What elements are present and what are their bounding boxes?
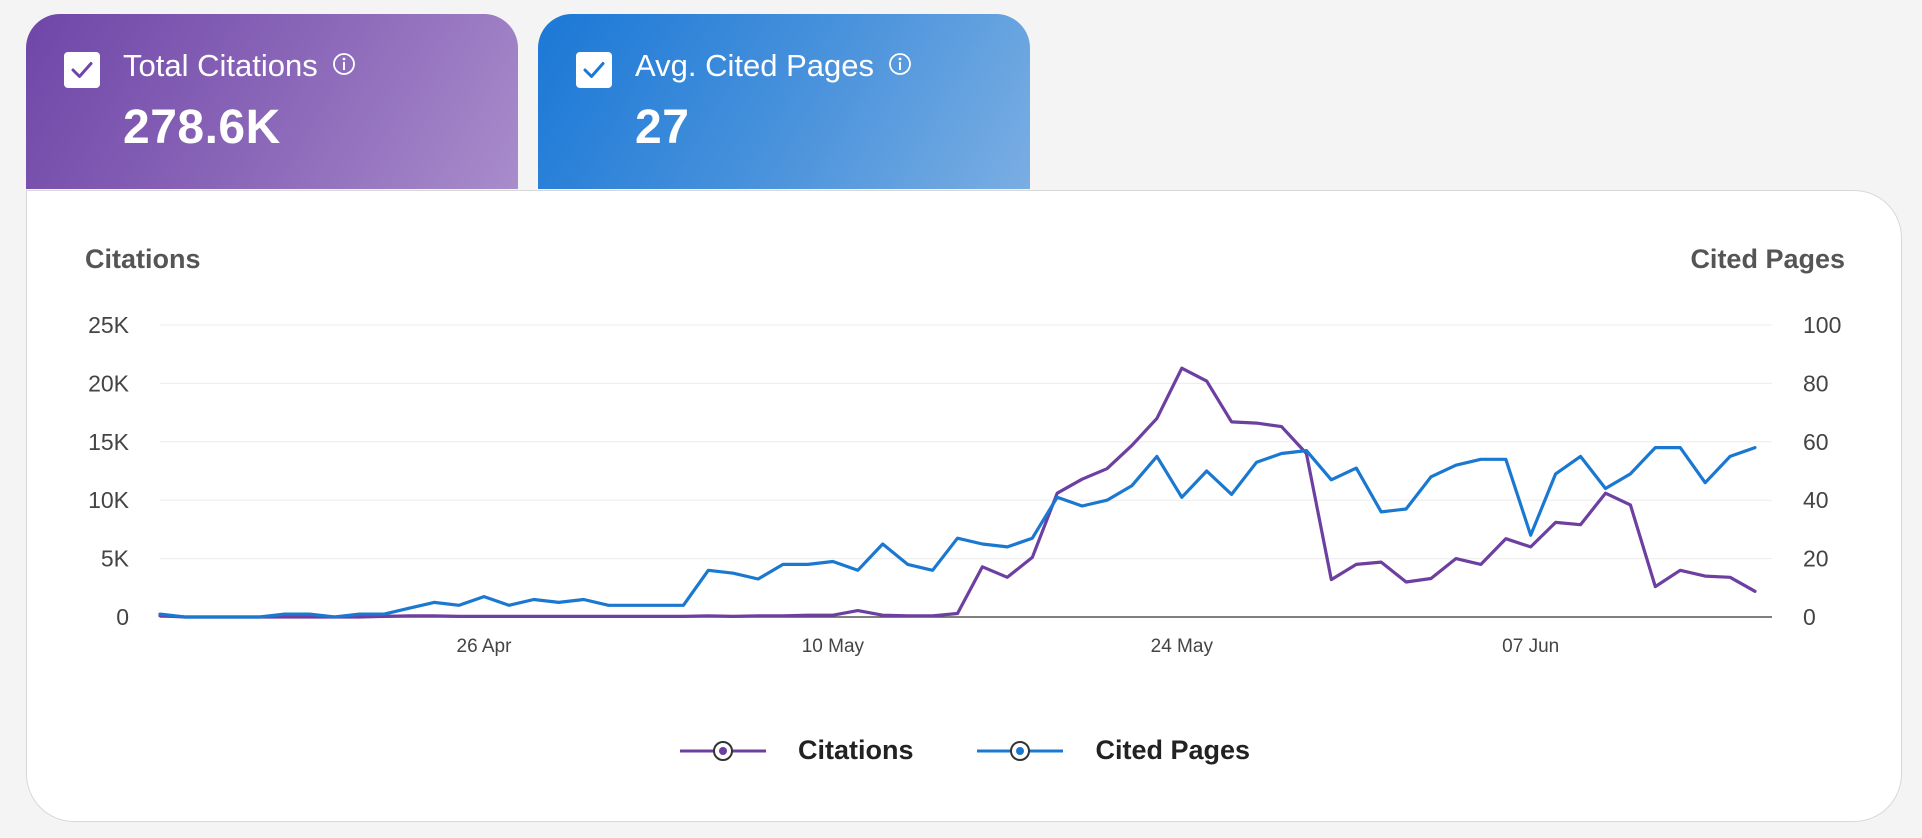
right-axis-ticks: 0 20 40 60 80 100: [1803, 312, 1841, 630]
checkmark-icon: [71, 62, 93, 78]
avg-cited-pages-card[interactable]: Avg. Cited Pages 27: [538, 14, 1030, 189]
left-tick-label: 10K: [88, 487, 130, 513]
legend-label: Cited Pages: [1095, 735, 1251, 765]
info-icon[interactable]: [888, 48, 912, 84]
total-citations-label: Total Citations: [123, 48, 318, 83]
total-citations-card[interactable]: Total Citations 278.6K: [26, 14, 518, 189]
chart-legend: Citations Cited Pages: [27, 735, 1901, 766]
avg-cited-pages-value: 27: [635, 101, 690, 154]
legend-item-cited-pages[interactable]: Cited Pages: [975, 735, 1250, 766]
right-tick-label: 0: [1803, 604, 1816, 630]
total-citations-value: 278.6K: [123, 101, 281, 154]
series-line-cited-pages[interactable]: [158, 446, 1757, 619]
left-tick-label: 20K: [88, 370, 130, 396]
right-tick-label: 40: [1803, 487, 1829, 513]
left-tick-label: 5K: [101, 546, 130, 572]
right-axis-title: Cited Pages: [1690, 244, 1845, 274]
legend-label: Citations: [797, 735, 914, 765]
x-tick-label: 07 Jun: [1502, 636, 1559, 657]
card-title: Avg. Cited Pages: [635, 48, 912, 84]
right-tick-label: 80: [1803, 370, 1829, 396]
left-axis-title: Citations: [85, 244, 201, 274]
avg-cited-pages-checkbox[interactable]: [576, 52, 612, 88]
series-layer: [158, 366, 1757, 619]
total-citations-checkbox[interactable]: [64, 52, 100, 88]
left-tick-label: 15K: [88, 429, 130, 455]
right-tick-label: 20: [1803, 546, 1829, 572]
left-axis-ticks: 0 5K 10K 15K 20K 25K: [88, 312, 130, 630]
x-axis-ticks: 26 Apr 10 May 24 May 07 Jun: [457, 636, 1560, 657]
right-tick-label: 60: [1803, 429, 1829, 455]
left-tick-label: 25K: [88, 312, 130, 338]
chart-panel: Citations Cited Pages 0 5K 10K 15K 20K 25K 0 2…: [26, 190, 1902, 822]
legend-item-citations[interactable]: Citations: [678, 735, 914, 766]
right-tick-label: 100: [1803, 312, 1841, 338]
x-tick-label: 26 Apr: [457, 636, 513, 657]
info-icon[interactable]: [332, 48, 356, 84]
x-tick-label: 24 May: [1151, 636, 1214, 657]
avg-cited-pages-label: Avg. Cited Pages: [635, 48, 874, 83]
checkmark-icon: [583, 62, 605, 78]
left-tick-label: 0: [116, 604, 129, 630]
grid-lines: [160, 324, 1772, 618]
card-title: Total Citations: [123, 48, 356, 84]
series-line-citations[interactable]: [158, 366, 1757, 619]
x-tick-label: 10 May: [802, 636, 865, 657]
legend-line-marker-icon: [977, 740, 1064, 761]
legend-line-marker-icon: [679, 740, 766, 761]
line-chart: Citations Cited Pages 0 5K 10K 15K 20K 25K 0 2…: [85, 244, 1845, 657]
